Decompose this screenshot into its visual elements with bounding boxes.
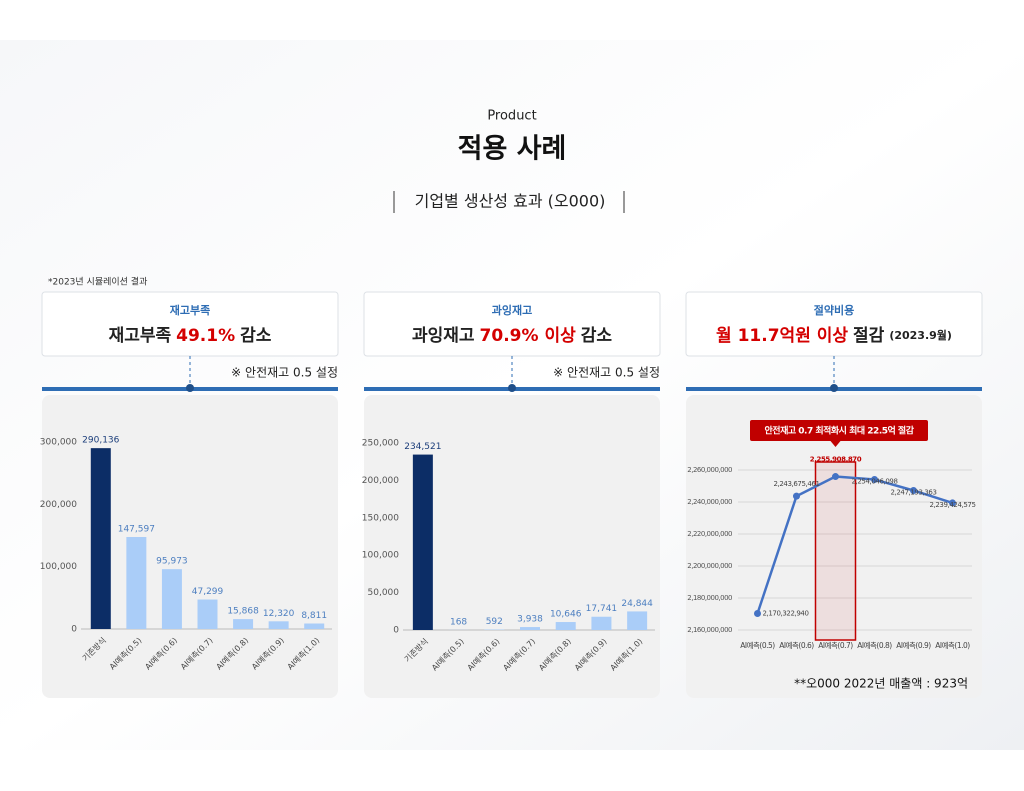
annotation-box	[750, 420, 928, 441]
annotation: 안전재고 0.7 최적화시 최대 22.5억 절감	[765, 425, 915, 437]
y-tick-label: 0	[393, 626, 399, 636]
x-tick-label: AI예측(0.9)	[896, 640, 931, 650]
bar	[591, 616, 612, 630]
value-label: 10,646	[550, 610, 582, 620]
y-tick-label: 50,000	[368, 588, 400, 598]
value-label: 290,136	[82, 436, 119, 446]
value-label: 3,938	[517, 615, 543, 625]
bar	[90, 448, 111, 629]
annotation-pointer	[830, 441, 841, 447]
headline-part: 감소	[240, 326, 272, 346]
value-label: 47,299	[192, 587, 224, 597]
connector-dot	[830, 384, 838, 392]
x-tick-label: AI예측(0.7)	[818, 640, 853, 650]
bar	[161, 569, 182, 629]
bar	[304, 623, 325, 629]
value-label: 592	[486, 617, 503, 627]
x-tick-label: AI예측(0.6)	[779, 640, 814, 650]
y-tick-label: 200,000	[362, 476, 399, 486]
y-tick-label: 2,200,000,000	[687, 562, 732, 570]
y-tick-label: 0	[71, 625, 77, 635]
y-tick-label: 2,260,000,000	[687, 466, 732, 474]
point	[871, 476, 878, 484]
point	[754, 609, 761, 617]
connector-dot	[508, 384, 516, 392]
y-tick-label: 100,000	[362, 551, 399, 561]
headline-part: (2023.9월)	[889, 328, 952, 342]
headline-part: 49.1%	[176, 326, 235, 346]
value-label: 2,255,908,870	[810, 456, 862, 464]
highlight-box	[814, 461, 857, 641]
bar	[627, 611, 648, 630]
point	[793, 492, 800, 500]
card	[41, 291, 339, 357]
value-label: 168	[450, 617, 467, 627]
chart-panel	[686, 395, 982, 698]
value-label: 234,521	[404, 442, 441, 452]
bar	[268, 621, 289, 629]
value-label: 147,597	[118, 524, 155, 534]
y-tick-label: 200,000	[40, 500, 77, 510]
value-label: 95,973	[156, 557, 188, 567]
card-label: 재고부족	[170, 303, 210, 317]
headline-part: 과잉재고	[412, 326, 475, 346]
headline-part: 월 11.7억원 이상	[716, 326, 848, 346]
headline-part: 재고부족	[109, 326, 172, 346]
bar	[555, 622, 576, 630]
bar	[520, 627, 540, 630]
y-tick-label: 2,240,000,000	[687, 498, 732, 506]
x-tick-label: AI예측(1.0)	[935, 640, 970, 650]
headline-part: 절감	[853, 325, 885, 346]
bar	[233, 619, 254, 629]
connector-dot	[186, 384, 194, 392]
footnote: **오000 2022년 매출액 : 923억	[794, 677, 968, 691]
y-tick-label: 2,220,000,000	[687, 530, 732, 538]
eyebrow: Product	[487, 109, 536, 124]
page-title: 적용 사례	[458, 134, 567, 165]
chart-panel	[42, 395, 338, 698]
headline-part: 감소	[581, 326, 613, 346]
value-label: 2,243,675,461	[773, 480, 819, 488]
card-headline: 월 11.7억원 이상 절감 (2023.9월)	[716, 325, 952, 346]
value-label: 17,741	[586, 604, 618, 614]
x-tick-label: AI예측(0.8)	[857, 640, 892, 650]
card-headline: 재고부족 49.1% 감소	[109, 326, 272, 346]
remark: ※ 안전재고 0.5 설정	[231, 366, 338, 380]
value-label: 2,254,046,098	[851, 478, 897, 486]
x-tick-label: AI예측(0.5)	[740, 640, 775, 650]
card-label: 과잉재고	[492, 303, 532, 317]
note: *2023년 시뮬레이션 결과	[48, 277, 147, 288]
y-tick-label: 2,180,000,000	[687, 594, 732, 602]
chart-panel	[364, 395, 660, 698]
value-label: 15,868	[227, 607, 259, 617]
point	[910, 486, 917, 494]
bar	[126, 536, 147, 629]
value-label: 2,239,424,575	[929, 501, 975, 509]
remark: ※ 안전재고 0.5 설정	[553, 366, 660, 380]
card-label: 절약비용	[814, 303, 854, 317]
y-tick-label: 300,000	[40, 438, 77, 448]
bar	[412, 454, 433, 630]
value-label: 2,247,193,363	[890, 488, 936, 496]
y-tick-label: 100,000	[40, 562, 77, 572]
card-headline: 과잉재고 70.9% 이상 감소	[412, 326, 612, 346]
line	[756, 475, 953, 614]
card	[685, 291, 983, 357]
value-label: 12,320	[263, 609, 295, 619]
point	[832, 473, 839, 481]
value-label: 24,844	[621, 599, 653, 609]
value-label: 8,811	[301, 611, 327, 621]
subtitle: 기업별 생산성 효과 (오000)	[415, 192, 606, 211]
y-tick-label: 150,000	[362, 513, 399, 523]
y-tick-label: 2,160,000,000	[687, 626, 732, 634]
y-tick-label: 250,000	[362, 439, 399, 449]
headline-part: 70.9% 이상	[480, 326, 577, 346]
card	[363, 291, 661, 357]
point	[949, 499, 956, 507]
bar	[197, 599, 218, 629]
value-label: 2,170,322,940	[763, 609, 809, 617]
